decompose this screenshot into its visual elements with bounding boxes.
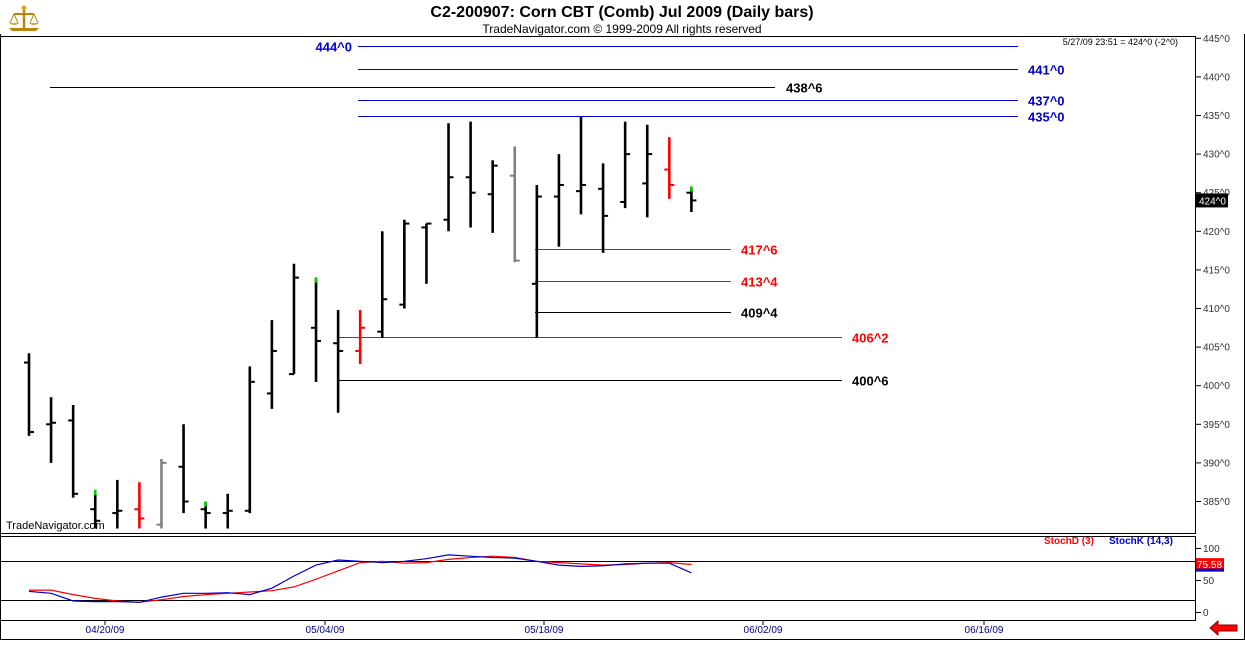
level-label: 406^2 [852, 331, 889, 346]
ohlc-bar [443, 123, 454, 232]
scroll-right-arrow-icon[interactable] [1209, 619, 1238, 637]
ohlc-bar [266, 320, 277, 409]
ohlc-bar [642, 124, 653, 218]
price-tick-label: 435^0 [1203, 111, 1230, 122]
last-price-marker: 424^0 [1196, 193, 1228, 208]
watermark-text: TradeNavigator.com [6, 520, 105, 532]
date-tick-label: 06/16/09 [965, 625, 1004, 636]
price-tick-label: 385^0 [1203, 497, 1230, 508]
date-tick-label: 04/20/09 [86, 625, 125, 636]
ohlc-bar [333, 310, 344, 413]
last-update-readout: 5/27/09 23:51 = 424^0 (-2^0) [1063, 37, 1178, 47]
ohlc-bar [178, 424, 189, 514]
ohlc-bar [134, 482, 145, 529]
level-label: 417^6 [741, 243, 778, 258]
last-price-box [1196, 193, 1228, 208]
ohlc-bar [487, 160, 498, 233]
level-label: 409^4 [741, 306, 778, 321]
price-panel [0, 36, 1196, 534]
price-tick-label: 415^0 [1203, 265, 1230, 276]
level-label: 400^6 [852, 374, 889, 389]
ohlc-bar [24, 353, 34, 436]
stochastic-axis: 0 50 100 75.58 [1196, 544, 1224, 619]
ohlc-bar [377, 231, 388, 338]
chart-subtitle: TradeNavigator.com © 1999-2009 All right… [482, 22, 761, 36]
price-tick-label: 420^0 [1203, 227, 1230, 238]
ohlc-bar [598, 163, 609, 253]
ohlc-bar [222, 493, 233, 529]
ohlc-bar [686, 186, 697, 212]
level-label: 441^0 [1028, 63, 1065, 78]
ohlc-bar [576, 117, 586, 215]
price-tick-label: 430^0 [1203, 150, 1230, 161]
ohlc-bar [90, 489, 101, 529]
stochastic-lines [1, 554, 1195, 603]
stoch-tick-label: 0 [1203, 608, 1209, 619]
price-tick-label: 445^0 [1203, 34, 1230, 45]
level-label: 444^0 [315, 40, 352, 55]
ohlc-bar [399, 219, 410, 309]
price-tick-label: 390^0 [1203, 458, 1230, 469]
ohlc-bar [46, 397, 57, 463]
ohlc-bar [288, 263, 299, 376]
level-label: 435^0 [1028, 110, 1065, 125]
legend-stoch-k: StochK (14,3) [1109, 536, 1173, 547]
ohlc-bar [244, 366, 255, 514]
date-tick-label: 05/18/09 [525, 625, 564, 636]
ohlc-bar [311, 277, 322, 382]
trade-navigator-logo-icon[interactable] [9, 5, 39, 32]
ohlc-bar [620, 121, 631, 209]
ohlc-bar [200, 501, 211, 529]
price-tick-label: 410^0 [1203, 304, 1230, 315]
level-label: 413^4 [741, 275, 778, 290]
ohlc-bar [531, 184, 542, 338]
chart-title: C2-200907: Corn CBT (Comb) Jul 2009 (Dai… [430, 4, 813, 21]
stoch-value-label: 75.58 [1197, 560, 1222, 571]
level-label: 438^6 [786, 81, 823, 96]
price-tick-label: 400^0 [1203, 381, 1230, 392]
ohlc-bar [355, 310, 366, 365]
legend-stoch-d: StochD (3) [1044, 536, 1094, 547]
stoch-tick-label: 100 [1203, 544, 1220, 555]
ohlc-bar [112, 479, 123, 529]
ohlc-bar [421, 222, 432, 284]
price-tick-label: 405^0 [1203, 343, 1230, 354]
date-tick-label: 06/02/09 [744, 625, 783, 636]
price-bars [24, 117, 697, 529]
level-label: 437^0 [1028, 94, 1065, 109]
ohlc-bar [664, 137, 675, 199]
price-tick-label: 395^0 [1203, 420, 1230, 431]
stoch-tick-label: 50 [1203, 576, 1215, 587]
ohlc-bar [68, 405, 79, 498]
ohlc-bar [156, 459, 167, 529]
price-tick-label: 440^0 [1203, 72, 1230, 83]
stoch-k-line [28, 554, 692, 603]
date-tick-label: 05/04/09 [306, 625, 345, 636]
ohlc-bar [553, 154, 564, 247]
ohlc-bar [465, 121, 476, 228]
stoch-value-box [1196, 558, 1224, 571]
stochastic-legend: StochD (3) StochK (14,3) [1044, 536, 1173, 547]
stochastic-panel [0, 536, 1196, 621]
date-axis: 04/20/09 05/04/09 05/18/09 06/02/09 06/16/09 [86, 621, 1004, 636]
ohlc-bar [509, 146, 520, 263]
last-price-label: 424^0 [1199, 196, 1226, 207]
